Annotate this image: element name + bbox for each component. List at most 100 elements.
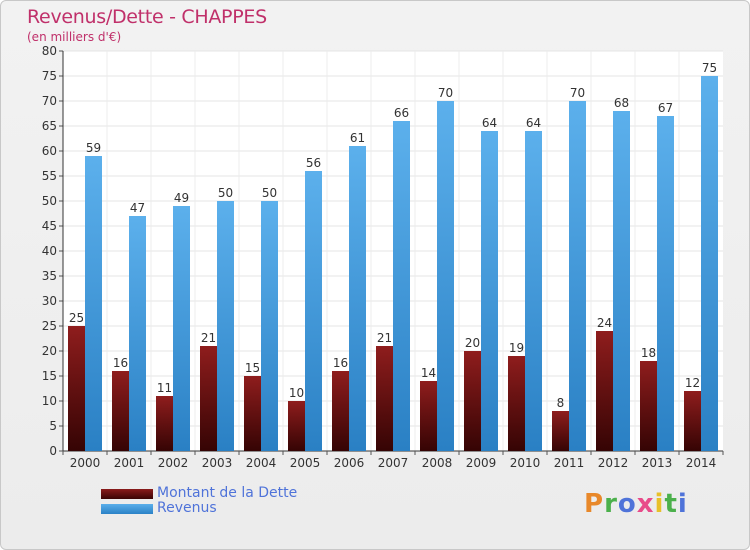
data-label: 8 xyxy=(557,396,565,410)
bar-revenus xyxy=(129,216,146,451)
data-label: 47 xyxy=(130,201,145,215)
bar-dette xyxy=(376,346,393,451)
bar-dette xyxy=(156,396,173,451)
data-label: 64 xyxy=(526,116,541,130)
bar-dette xyxy=(332,371,349,451)
bar-dette xyxy=(508,356,525,451)
bar-dette xyxy=(640,361,657,451)
y-tick-label: 20 xyxy=(42,344,57,358)
bar-dette xyxy=(200,346,217,451)
bar-revenus xyxy=(261,201,278,451)
bar-revenus xyxy=(217,201,234,451)
data-label: 21 xyxy=(377,331,392,345)
chart-title: Revenus/Dette - CHAPPES xyxy=(27,6,267,28)
bar-revenus xyxy=(393,121,410,451)
x-tick-label: 2006 xyxy=(334,456,365,470)
y-tick-label: 0 xyxy=(49,444,57,458)
bar-revenus xyxy=(305,171,322,451)
logo-letter: x xyxy=(636,489,655,519)
logo-letter: P xyxy=(584,489,605,519)
data-label: 15 xyxy=(245,361,260,375)
bar-revenus xyxy=(481,131,498,451)
y-tick-label: 60 xyxy=(42,144,57,158)
y-tick-label: 65 xyxy=(42,119,57,133)
bar-revenus xyxy=(173,206,190,451)
y-tick-label: 35 xyxy=(42,269,57,283)
x-tick-label: 2012 xyxy=(598,456,629,470)
data-label: 75 xyxy=(702,61,717,75)
data-label: 66 xyxy=(394,106,409,120)
data-label: 18 xyxy=(641,346,656,360)
data-label: 50 xyxy=(262,186,277,200)
logo-letter: i xyxy=(677,489,688,519)
data-label: 24 xyxy=(597,316,612,330)
x-tick-label: 2010 xyxy=(510,456,541,470)
bar-revenus xyxy=(437,101,454,451)
y-tick-label: 5 xyxy=(49,419,57,433)
data-label: 67 xyxy=(658,101,673,115)
bar-revenus xyxy=(569,101,586,451)
data-label: 64 xyxy=(482,116,497,130)
y-tick-label: 40 xyxy=(42,244,57,258)
x-tick-label: 2009 xyxy=(466,456,497,470)
x-tick-label: 2007 xyxy=(378,456,409,470)
bar-dette xyxy=(552,411,569,451)
data-label: 70 xyxy=(438,86,453,100)
x-tick-label: 2013 xyxy=(642,456,673,470)
data-label: 70 xyxy=(570,86,585,100)
data-label: 10 xyxy=(289,386,304,400)
legend-swatch-revenus xyxy=(101,504,153,514)
y-tick-label: 55 xyxy=(42,169,57,183)
legend-swatch-dette xyxy=(101,489,153,499)
y-tick-label: 25 xyxy=(42,319,57,333)
bar-dette xyxy=(68,326,85,451)
bar-revenus xyxy=(525,131,542,451)
bar-revenus xyxy=(613,111,630,451)
y-tick-label: 45 xyxy=(42,219,57,233)
legend-label-dette: Montant de la Dette xyxy=(157,485,298,501)
bar-dette xyxy=(684,391,701,451)
proxiti-logo: Proxiti xyxy=(584,489,688,519)
data-label: 25 xyxy=(69,311,84,325)
bar-dette xyxy=(112,371,129,451)
x-tick-label: 2005 xyxy=(290,456,321,470)
x-tick-label: 2008 xyxy=(422,456,453,470)
data-label: 59 xyxy=(86,141,101,155)
data-label: 19 xyxy=(509,341,524,355)
data-label: 21 xyxy=(201,331,216,345)
bar-revenus xyxy=(701,76,718,451)
logo-letter: i xyxy=(654,489,665,519)
x-tick-label: 2011 xyxy=(554,456,585,470)
x-tick-label: 2014 xyxy=(686,456,717,470)
bar-revenus xyxy=(349,146,366,451)
y-tick-label: 50 xyxy=(42,194,57,208)
data-label: 20 xyxy=(465,336,480,350)
y-tick-label: 70 xyxy=(42,94,57,108)
data-label: 68 xyxy=(614,96,629,110)
x-tick-label: 2004 xyxy=(246,456,277,470)
data-label: 14 xyxy=(421,366,436,380)
y-tick-label: 30 xyxy=(42,294,57,308)
x-tick-label: 2000 xyxy=(70,456,101,470)
x-tick-label: 2001 xyxy=(114,456,145,470)
data-label: 61 xyxy=(350,131,365,145)
logo-letter: t xyxy=(664,489,678,519)
bar-dette xyxy=(420,381,437,451)
data-label: 50 xyxy=(218,186,233,200)
logo-letter: r xyxy=(604,489,618,519)
bar-dette xyxy=(244,376,261,451)
data-label: 49 xyxy=(174,191,189,205)
logo-letter: o xyxy=(617,489,637,519)
data-label: 16 xyxy=(113,356,128,370)
chart-subtitle: (en milliers d'€) xyxy=(27,30,122,44)
data-label: 16 xyxy=(333,356,348,370)
bar-revenus xyxy=(657,116,674,451)
bar-dette xyxy=(464,351,481,451)
x-tick-label: 2003 xyxy=(202,456,233,470)
data-label: 12 xyxy=(685,376,700,390)
bar-revenus xyxy=(85,156,102,451)
y-tick-label: 15 xyxy=(42,369,57,383)
data-label: 56 xyxy=(306,156,321,170)
